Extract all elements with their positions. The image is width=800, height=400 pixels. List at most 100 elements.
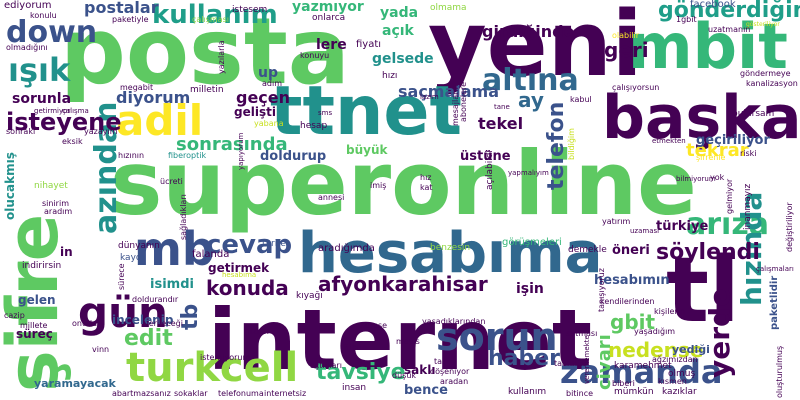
word-mumkun: mümkün [614,387,654,397]
word-biberi: biberi [612,379,635,388]
word-hesabimin: hesabımın [594,273,670,288]
word-saglandilari: sağladıkları [179,194,188,240]
word-isik: ışık [8,51,71,89]
word-kendilerinden: kendilerinden [600,297,655,306]
word-karamehmet: karamehmet [614,361,672,371]
word-aradim: aradım [44,207,73,216]
word-postalar: postalar [84,0,159,17]
word-acilabildi: açılabildi [485,150,495,190]
word-posta: posta [60,0,350,105]
word-surece: sürece [117,263,126,290]
word-hesap: hesap [300,121,328,131]
word-1gbit: 1gbit [676,15,697,24]
word-yasadigim: yaşadığım [634,327,676,336]
word-bitince: bitince [566,389,594,398]
word-fiyati: fiyatı [356,39,382,50]
word-tekel: tekel [478,114,524,133]
word-tanisiyoruz: tanışıyoruz [597,268,606,312]
word-uzatmanin: uzatmanın [708,25,751,34]
word-isteyene: isteyene [6,108,122,136]
word-hizinin: hızının [118,151,145,160]
word-kisilerin: kişilerin [654,307,685,316]
word-ustune: üstüne [460,149,511,164]
word-yapiyorum: yapıyorum [237,132,245,170]
word-abartmazsaniz: abartmazsanız [112,389,171,398]
word-megabit: megabit [120,83,154,92]
word-yazmiyor: yazmıyor [292,0,364,15]
word-gondermeye: göndermeye [740,69,791,78]
word-uzamasi: uzaması [630,227,660,235]
word-lazim: lazım [420,93,439,101]
word-olucakmis: olucakmış [3,152,17,220]
word-aradan: aradan [440,377,469,386]
word-turkcell: turkcell [126,345,299,391]
word-kiyagi: kıyağı [296,291,323,301]
word-ay: ay [518,88,544,112]
word-yasadiklarindan: yaşadıklarından [422,317,486,326]
word-paketlidir: paketlidir [769,275,780,330]
word-kabul: kabul [570,95,592,104]
word-isin: işin [516,281,544,297]
word-cevap: cevap [206,230,293,260]
word-doldurandir: doldurandır [132,295,179,304]
word-buyuk: büyük [346,143,388,157]
word-paketiyle: paketiyle [112,15,149,24]
word-olmus: olmuş [668,369,696,379]
word-diyorum: diyorum [116,88,191,107]
word-turkiye: türkiye [656,219,709,234]
word-konuyu: konuyu [300,51,330,60]
word-edit: edit [124,326,173,351]
word-verememekte: verememekte [583,335,591,384]
word-kaydi: kaydı [120,253,145,263]
word-gelisti: gelişti [234,105,276,119]
word-mayis: mayıs [396,337,420,346]
word-degistiriliyor: değiştiriliyor [785,202,794,252]
word-aradigimda: aradığımda [318,243,375,254]
word-agzimizdan: ağzımızdan [652,355,698,364]
word-doldurup: doldurup [260,149,327,164]
word-yapmaliyim: yapmalıyım [508,169,549,177]
word-bulursam: bulursam [732,109,775,119]
word-afyonkarahisar: afyonkarahisar [318,272,488,296]
word-yeni: yeni [428,0,643,97]
word-verilecegi: verileceği [144,319,183,328]
word-geri: geri [604,38,649,62]
word-gelen: gelen [18,293,56,307]
word-millete: millete [20,321,48,330]
word-calisma: çalışma [62,107,89,115]
word-kullanim: kullanım [152,0,278,30]
word-gbit: gbit [610,310,656,334]
word-calismasi: çalışması [192,15,229,24]
word-zamanda: zamanda [560,353,723,391]
word-fiberoptik: fiberoptik [168,151,207,160]
word-cazip: cazip [4,311,25,320]
word-milletin: milletin [190,85,224,95]
word-benzesin: benzesin [430,243,471,253]
word-bilmiyorum: bilmiyorum [676,175,716,183]
word-oneri: öneri [612,243,650,258]
word-lere: lere [316,37,347,53]
word-onlarca: onlarca [312,13,346,23]
word-tekrar: tekrar [686,140,749,161]
word-internetsiz: internetsiz [264,389,307,398]
word-demekle: demekle [568,245,607,255]
word-up: up [258,65,278,81]
word-gelmiyor: gelmiyor [725,178,734,214]
word-gecen: geçen [236,88,291,107]
word-istesem: istesem [232,5,268,15]
word-mb: mb [134,222,215,276]
word-taahhut: taahhüt [554,359,586,368]
word-sorun: sorun [436,315,558,359]
word-ttnet: ttnet [270,72,463,151]
word-tane: tane [494,103,510,111]
word-bildigim: bildiğim [567,128,576,160]
word-gorusmeleri: görüşmeleri [502,237,562,248]
word-kaziklar: kazıklar [662,387,697,397]
word-incelenip: incelenip [112,313,174,327]
word-tas: taş [434,357,447,366]
word-konulu: konulu [30,11,57,20]
word-kat: kat [420,183,433,192]
word-tl: tl [666,238,740,343]
word-isimdi: isimdi [150,277,194,292]
